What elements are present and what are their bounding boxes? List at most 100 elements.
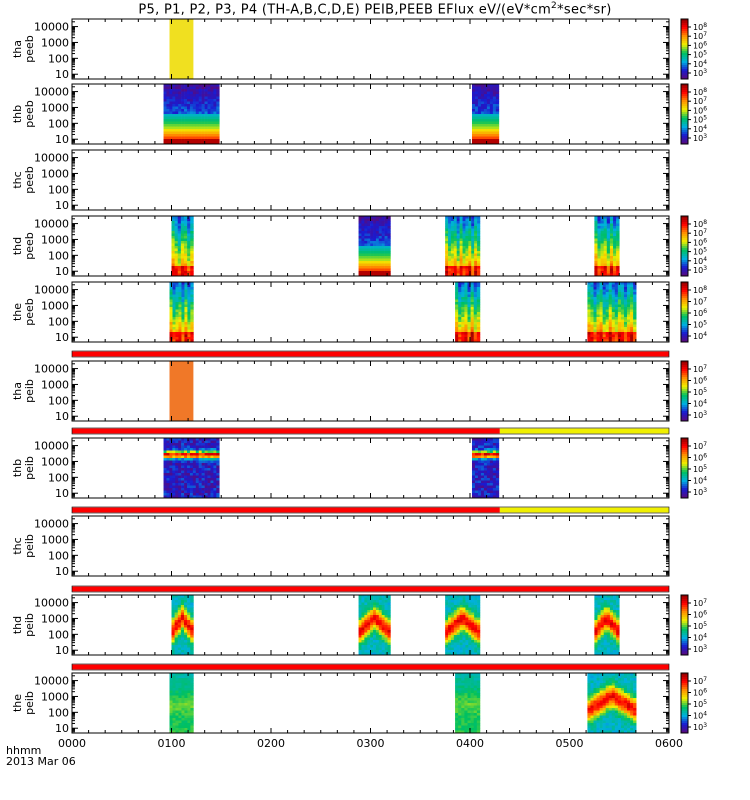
spectrogram-segment — [471, 84, 500, 145]
y-tick-label: 100 — [48, 394, 69, 407]
colorbar — [681, 19, 688, 80]
colorbar-tick-label: 105 — [693, 320, 707, 330]
panel-probe-label: thb — [11, 105, 24, 123]
colorbar-tick-label: 105 — [693, 50, 707, 60]
colorbar-tick-label: 104 — [693, 633, 707, 643]
panel-product-label: peib — [23, 379, 36, 403]
colorbar-tick-label: 105 — [693, 699, 707, 709]
colorbar-frame — [680, 437, 689, 499]
spectrogram-segment — [171, 595, 194, 656]
spectrogram-segment — [445, 216, 481, 277]
y-tick-label: 10 — [55, 199, 69, 212]
status-bar-segment — [72, 664, 669, 670]
colorbar-tick-label: 107 — [693, 96, 707, 106]
spectrogram-segment — [594, 595, 620, 656]
y-tick-label: 100 — [48, 628, 69, 641]
colorbar-tick-label: 107 — [693, 364, 707, 374]
colorbar-tick-label: 103 — [693, 644, 707, 654]
y-tick-label: 10 — [55, 410, 69, 423]
colorbar-tick-label: 104 — [693, 399, 707, 409]
spectrogram-segment — [163, 438, 220, 499]
status-bar-frame — [71, 427, 670, 435]
y-tick-label: 10 — [55, 644, 69, 657]
colorbar-tick-label: 106 — [693, 610, 707, 620]
date-label: 2013 Mar 06 — [6, 755, 76, 768]
colorbar-frame — [680, 672, 689, 734]
panel-product-label: peeb — [23, 298, 36, 326]
spectrogram-segment — [358, 216, 391, 277]
panel-frame — [71, 83, 670, 145]
colorbar-tick-label: 103 — [693, 410, 707, 420]
colorbar — [681, 282, 688, 343]
y-tick-label: 1000 — [41, 378, 69, 391]
colorbar-tick-label: 108 — [693, 87, 707, 97]
colorbar-tick-label: 104 — [693, 331, 707, 341]
spectrogram-segment — [358, 595, 391, 656]
colorbar-tick-label: 107 — [693, 31, 707, 41]
y-tick-label: 1000 — [41, 533, 69, 546]
status-bar-segment — [72, 586, 669, 592]
colorbar-frame — [680, 281, 689, 343]
status-bar-frame — [71, 506, 670, 514]
y-tick-label: 1000 — [41, 36, 69, 49]
y-tick-label: 100 — [48, 117, 69, 130]
y-tick-label: 1000 — [41, 101, 69, 114]
colorbar-tick-label: 103 — [693, 487, 707, 497]
colorbar-tick-label: 105 — [693, 621, 707, 631]
spectrogram-segment — [587, 673, 637, 734]
panel-product-label: peib — [23, 534, 36, 558]
status-bar-segment — [72, 428, 500, 434]
status-bar-segment — [499, 507, 669, 513]
panel-frame — [71, 149, 670, 211]
colorbar-frame — [680, 215, 689, 277]
x-tick-label: 0500 — [556, 737, 584, 750]
colorbar — [681, 84, 688, 145]
x-tick-label: 0200 — [257, 737, 285, 750]
y-tick-label: 1000 — [41, 612, 69, 625]
status-bar-frame — [71, 585, 670, 593]
colorbar-frame — [680, 360, 689, 422]
spectrogram-segment — [171, 216, 194, 277]
y-tick-label: 10000 — [34, 152, 69, 165]
time-axis-label: hhmm 2013 Mar 06 — [6, 745, 76, 767]
y-tick-label: 10000 — [34, 518, 69, 531]
colorbar — [681, 216, 688, 277]
y-tick-label: 10000 — [34, 218, 69, 231]
colorbar-tick-label: 103 — [693, 265, 707, 275]
y-tick-label: 1000 — [41, 233, 69, 246]
x-tick-label: 0300 — [357, 737, 385, 750]
colorbar-tick-label: 105 — [693, 387, 707, 397]
panel-probe-label: thb — [11, 459, 24, 477]
y-tick-label: 10 — [55, 68, 69, 81]
x-tick-label: 0600 — [655, 737, 683, 750]
panel-frame — [71, 672, 670, 734]
colorbar-tick-label: 107 — [693, 676, 707, 686]
panel-frame — [71, 360, 670, 422]
colorbar-tick-label: 103 — [693, 133, 707, 143]
colorbar-tick-label: 107 — [693, 297, 707, 307]
colorbar-tick-label: 104 — [693, 124, 707, 134]
y-tick-label: 10000 — [34, 675, 69, 688]
colorbar-tick-label: 103 — [693, 68, 707, 78]
panel-frame — [71, 18, 670, 80]
status-bar-segment — [72, 507, 500, 513]
panel-probe-label: thd — [11, 237, 24, 255]
spectrogram-segment — [169, 282, 194, 343]
y-tick-label: 100 — [48, 549, 69, 562]
colorbar-frame — [680, 83, 689, 145]
y-tick-label: 1000 — [41, 690, 69, 703]
spectrogram-segment — [163, 84, 220, 145]
colorbar-tick-label: 107 — [693, 598, 707, 608]
panel-frame — [71, 515, 670, 577]
colorbar-tick-label: 105 — [693, 115, 707, 125]
colorbar-tick-label: 106 — [693, 308, 707, 318]
status-bar-frame — [71, 350, 670, 358]
colorbar — [681, 438, 688, 499]
colorbar — [681, 673, 688, 734]
panel-probe-label: thc — [11, 537, 24, 554]
y-tick-label: 100 — [48, 249, 69, 262]
y-tick-label: 10000 — [34, 597, 69, 610]
spectrogram-segment — [445, 595, 481, 656]
spectrogram-segment — [169, 361, 194, 421]
